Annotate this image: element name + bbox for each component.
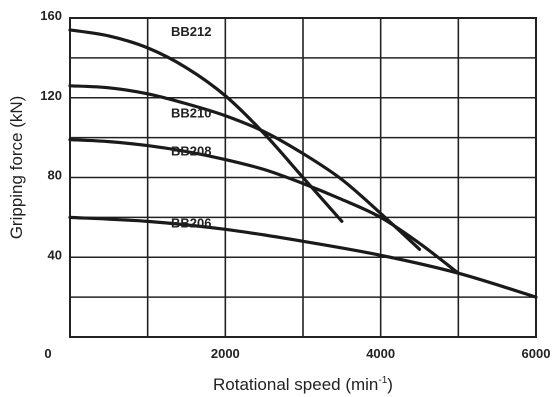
series-line-bb212 <box>68 28 344 223</box>
y-tick-label: 80 <box>48 168 62 183</box>
series-curves <box>68 28 538 299</box>
y-tick-label: 160 <box>40 8 62 23</box>
x-axis-label: Rotational speed (min-1) <box>213 375 393 394</box>
x-tick-label-origin: 0 <box>44 346 51 361</box>
x-tick-label: 6000 <box>522 346 551 361</box>
y-tick-labels: 40 80 120 160 <box>40 8 62 262</box>
series-line-bb210 <box>68 84 422 251</box>
series-label-bb206: BB206 <box>171 215 211 230</box>
series-label-bb212: BB212 <box>171 24 211 39</box>
x-tick-labels: 2000 4000 6000 0 <box>44 346 550 361</box>
y-tick-label: 40 <box>48 247 62 262</box>
x-tick-label: 4000 <box>366 346 395 361</box>
series-line-bb206 <box>68 215 538 299</box>
x-tick-label: 2000 <box>211 346 240 361</box>
y-tick-label: 120 <box>40 88 62 103</box>
y-axis-label: Gripping force (kN) <box>7 96 26 240</box>
series-label-bb208: BB208 <box>171 144 211 159</box>
series-label-bb210: BB210 <box>171 106 211 121</box>
series-labels: BB212 BB210 BB208 BB206 <box>171 24 211 230</box>
series-line-bb208 <box>68 138 460 275</box>
plot-frame <box>69 17 537 338</box>
